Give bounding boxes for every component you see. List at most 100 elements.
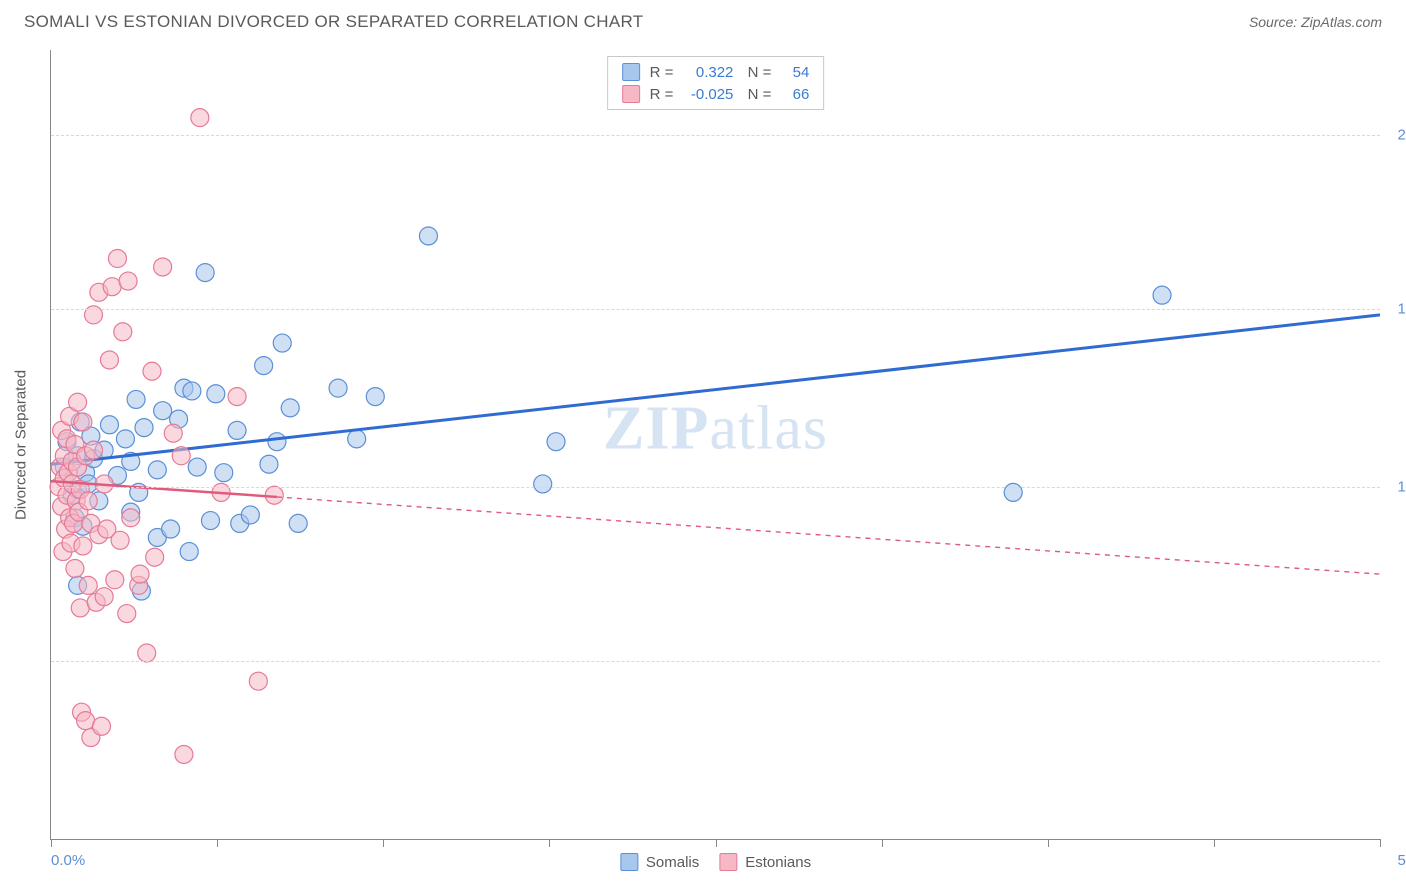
scatter-point bbox=[534, 475, 552, 493]
source-label: Source: ZipAtlas.com bbox=[1249, 14, 1382, 30]
scatter-point bbox=[85, 441, 103, 459]
gridline bbox=[51, 661, 1380, 662]
scatter-point bbox=[148, 461, 166, 479]
plot-svg bbox=[51, 50, 1380, 839]
scatter-point bbox=[103, 278, 121, 296]
scatter-point bbox=[100, 351, 118, 369]
scatter-point bbox=[175, 745, 193, 763]
scatter-point bbox=[255, 357, 273, 375]
scatter-point bbox=[79, 492, 97, 510]
scatter-point bbox=[122, 509, 140, 527]
scatter-point bbox=[180, 543, 198, 561]
trend-line-dashed bbox=[277, 497, 1380, 574]
legend-label-somalis: Somalis bbox=[646, 854, 699, 871]
scatter-point bbox=[79, 576, 97, 594]
bottom-legend: Somalis Estonians bbox=[620, 853, 811, 871]
y-tick-label: 12.5% bbox=[1385, 478, 1406, 495]
scatter-point bbox=[268, 433, 286, 451]
x-tick bbox=[1380, 839, 1381, 847]
x-tick bbox=[716, 839, 717, 847]
scatter-point bbox=[146, 548, 164, 566]
scatter-point bbox=[93, 717, 111, 735]
scatter-point bbox=[183, 382, 201, 400]
scatter-point bbox=[135, 419, 153, 437]
scatter-point bbox=[95, 588, 113, 606]
scatter-point bbox=[241, 506, 259, 524]
x-tick bbox=[51, 839, 52, 847]
x-axis-min-label: 0.0% bbox=[51, 852, 85, 869]
scatter-point bbox=[281, 399, 299, 417]
scatter-point bbox=[249, 672, 267, 690]
stats-row-somalis: R = 0.322 N = 54 bbox=[622, 63, 810, 81]
gridline bbox=[51, 135, 1380, 136]
x-tick bbox=[217, 839, 218, 847]
gridline bbox=[51, 487, 1380, 488]
x-tick bbox=[383, 839, 384, 847]
scatter-point bbox=[228, 388, 246, 406]
scatter-point bbox=[154, 258, 172, 276]
legend-item-somalis: Somalis bbox=[620, 853, 699, 871]
x-axis-max-label: 50.0% bbox=[1397, 852, 1406, 869]
chart-title: SOMALI VS ESTONIAN DIVORCED OR SEPARATED… bbox=[24, 12, 643, 32]
legend-swatch-somalis bbox=[620, 853, 638, 871]
scatter-point bbox=[71, 599, 89, 617]
gridline bbox=[51, 309, 1380, 310]
legend-swatch-estonians bbox=[719, 853, 737, 871]
scatter-point bbox=[348, 430, 366, 448]
scatter-point bbox=[1153, 286, 1171, 304]
scatter-point bbox=[172, 447, 190, 465]
r-value-estonians: -0.025 bbox=[683, 86, 733, 103]
trend-line bbox=[51, 315, 1380, 464]
swatch-somalis bbox=[622, 63, 640, 81]
scatter-point bbox=[119, 272, 137, 290]
n-value-somalis: 54 bbox=[781, 64, 809, 81]
scatter-point bbox=[138, 644, 156, 662]
scatter-point bbox=[419, 227, 437, 245]
swatch-estonians bbox=[622, 85, 640, 103]
scatter-point bbox=[366, 388, 384, 406]
scatter-point bbox=[273, 334, 291, 352]
scatter-point bbox=[111, 531, 129, 549]
scatter-point bbox=[116, 430, 134, 448]
x-tick bbox=[1214, 839, 1215, 847]
chart-area: Divorced or Separated ZIPatlas R = 0.322… bbox=[50, 50, 1380, 840]
scatter-point bbox=[215, 464, 233, 482]
x-tick bbox=[1048, 839, 1049, 847]
n-value-estonians: 66 bbox=[781, 86, 809, 103]
scatter-point bbox=[201, 512, 219, 530]
scatter-point bbox=[106, 571, 124, 589]
scatter-point bbox=[100, 416, 118, 434]
scatter-point bbox=[74, 413, 92, 431]
scatter-point bbox=[143, 362, 161, 380]
scatter-point bbox=[69, 393, 87, 411]
legend-label-estonians: Estonians bbox=[745, 854, 811, 871]
scatter-point bbox=[191, 109, 209, 127]
scatter-point bbox=[162, 520, 180, 538]
y-tick-label: 25.0% bbox=[1385, 126, 1406, 143]
scatter-point bbox=[207, 385, 225, 403]
scatter-point bbox=[131, 565, 149, 583]
scatter-point bbox=[196, 264, 214, 282]
scatter-point bbox=[127, 390, 145, 408]
stats-row-estonians: R = -0.025 N = 66 bbox=[622, 85, 810, 103]
scatter-point bbox=[114, 323, 132, 341]
scatter-point bbox=[228, 421, 246, 439]
stats-legend: R = 0.322 N = 54 R = -0.025 N = 66 bbox=[607, 56, 825, 110]
scatter-point bbox=[289, 514, 307, 532]
scatter-point bbox=[547, 433, 565, 451]
scatter-point bbox=[154, 402, 172, 420]
y-axis-label: Divorced or Separated bbox=[13, 369, 30, 519]
scatter-point bbox=[66, 559, 84, 577]
scatter-point bbox=[118, 605, 136, 623]
r-value-somalis: 0.322 bbox=[683, 64, 733, 81]
scatter-point bbox=[77, 712, 95, 730]
header: SOMALI VS ESTONIAN DIVORCED OR SEPARATED… bbox=[0, 0, 1406, 40]
y-tick-label: 18.8% bbox=[1385, 301, 1406, 318]
x-tick bbox=[882, 839, 883, 847]
scatter-point bbox=[188, 458, 206, 476]
scatter-point bbox=[108, 250, 126, 268]
y-tick-label: 6.3% bbox=[1385, 653, 1406, 670]
scatter-point bbox=[329, 379, 347, 397]
scatter-point bbox=[74, 537, 92, 555]
scatter-point bbox=[260, 455, 278, 473]
